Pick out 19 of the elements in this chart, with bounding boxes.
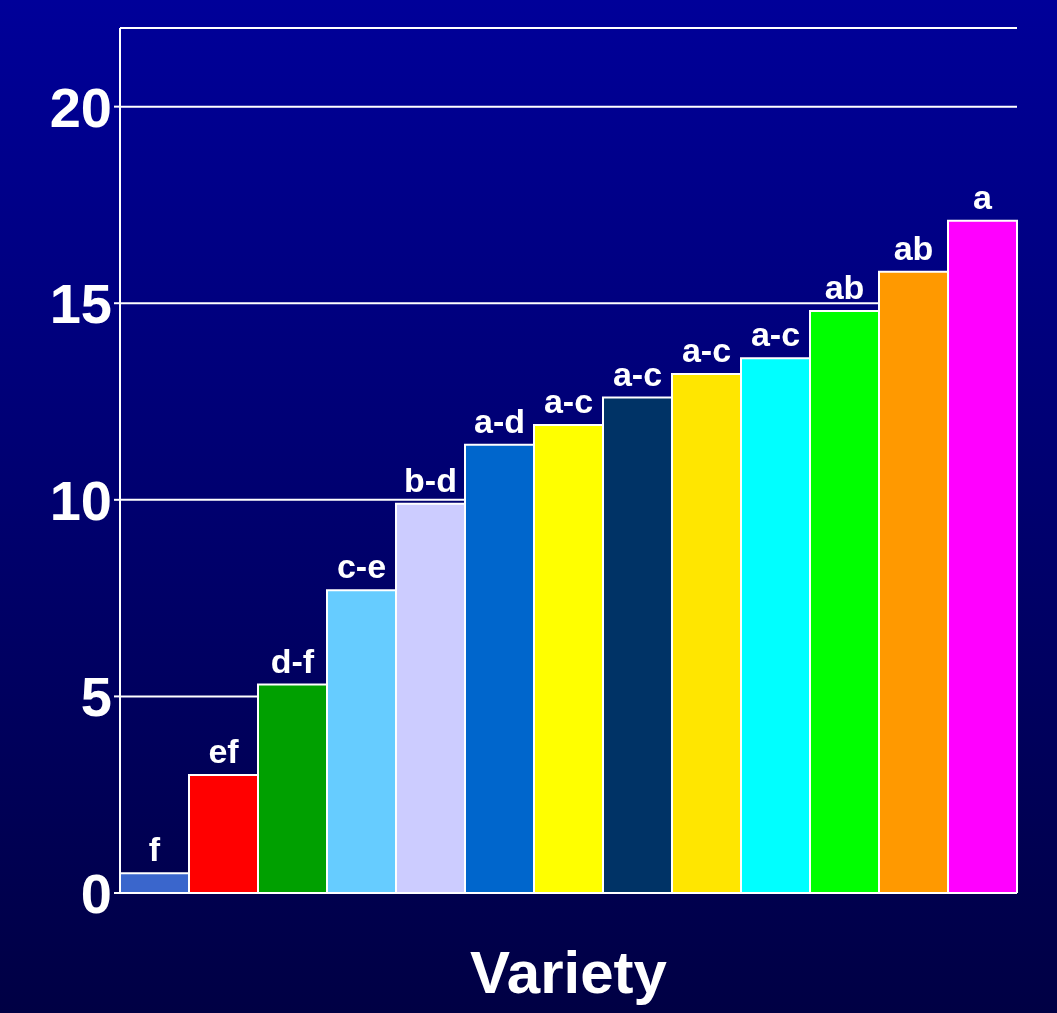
y-tick-label: 0 [80, 861, 112, 925]
y-tick-label: 10 [49, 468, 112, 532]
data-label: c-e [336, 547, 387, 586]
data-label: ab [893, 228, 934, 267]
data-label: a-d [474, 401, 525, 440]
data-label: d-f [270, 641, 315, 680]
data-label: ef [208, 732, 240, 771]
data-label: a-c [681, 331, 732, 369]
data-label: a-c [543, 382, 594, 421]
data-label: a-c [750, 315, 801, 354]
data-label: ab [824, 268, 865, 307]
data-label: a [973, 177, 994, 216]
y-tick-label: 5 [80, 665, 112, 729]
data-label: b-d [404, 460, 457, 499]
y-tick-label: 15 [49, 272, 112, 336]
y-tick-label: 20 [49, 75, 112, 139]
data-label: f [148, 830, 161, 869]
x-axis-title: Variety [470, 939, 668, 1006]
data-label: a-c [612, 354, 663, 393]
